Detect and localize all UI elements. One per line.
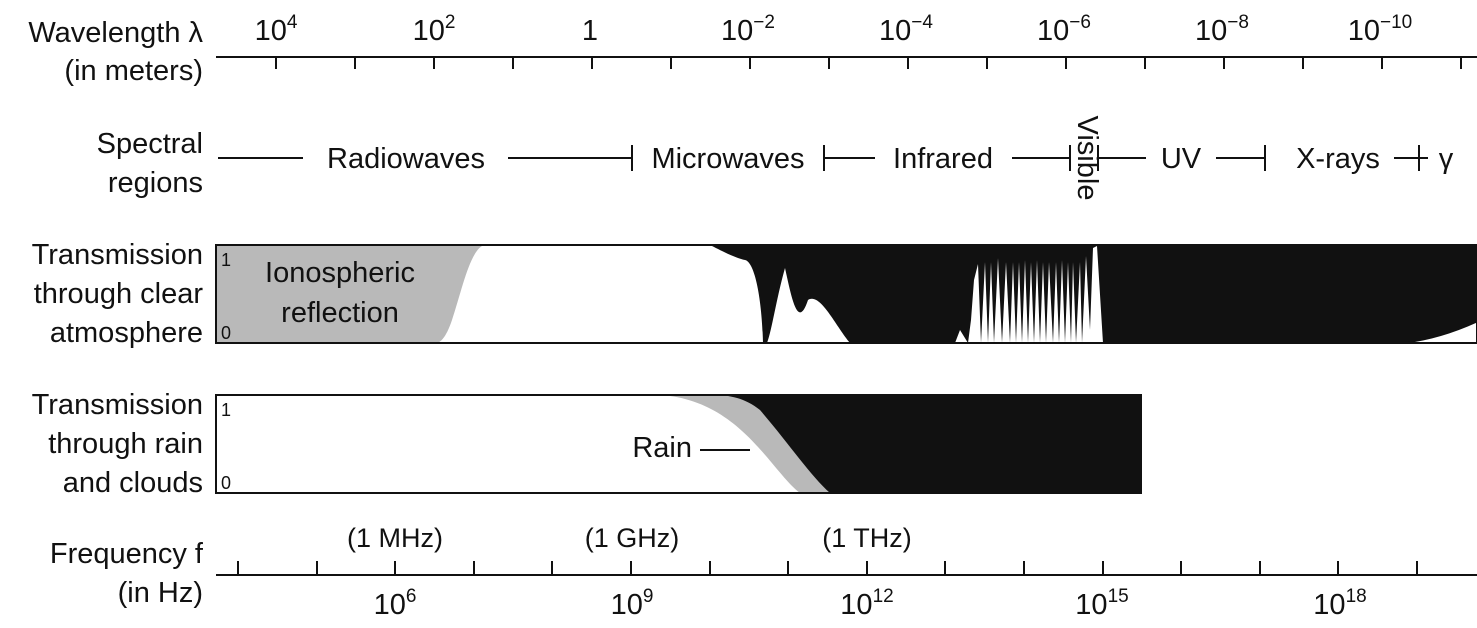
row-label-frequency-line1: Frequency f — [50, 538, 204, 570]
row-label-wavelength-line2: (in meters) — [64, 55, 203, 87]
frequency-axis: (1 MHz) (1 GHz) (1 THz) 106 109 1012 101… — [216, 523, 1477, 621]
wavelength-axis-ticks — [275, 57, 1462, 69]
region-label-microwaves: Microwaves — [651, 143, 804, 175]
rain-attenuation-region — [660, 395, 830, 493]
transmission-clear-frame — [215, 244, 1477, 344]
transmission-clear-panel: 1 0 Ionospheric reflection — [215, 244, 1477, 344]
frequency-note-1mhz: (1 MHz) — [347, 523, 443, 553]
wavelength-axis: 104 102 1 10−2 10−4 10−6 10−8 10−10 — [216, 12, 1477, 69]
wavelength-tick-label-1e4: 104 — [255, 12, 298, 47]
frequency-tick-label-1e9: 109 — [611, 586, 654, 621]
row-label-spectral: Spectral regions — [97, 128, 203, 199]
row-label-rain-line1: Transmission — [32, 389, 203, 421]
row-label-spectral-line1: Spectral — [97, 128, 203, 160]
transmission-rain-frame — [215, 394, 1142, 494]
row-label-clear-line3: atmosphere — [50, 317, 203, 349]
wavelength-tick-label-1e-10: 10−10 — [1348, 12, 1413, 47]
region-label-visible: Visible — [1071, 116, 1103, 201]
spectral-regions: Radiowaves Microwaves Infrared Visible U… — [218, 116, 1454, 201]
transmission-clear-scale-top: 1 — [221, 250, 231, 270]
row-label-frequency: Frequency f (in Hz) — [50, 538, 204, 609]
wavelength-tick-labels: 104 102 1 10−2 10−4 10−6 10−8 10−10 — [255, 12, 1413, 47]
spectral-region-lines — [218, 145, 1428, 171]
ionospheric-label-line1: Ionospheric — [265, 257, 415, 289]
frequency-tick-label-1e12: 1012 — [840, 586, 893, 621]
transmission-rain-scale-bottom: 0 — [221, 473, 231, 493]
region-label-gamma: γ — [1439, 143, 1454, 175]
wavelength-tick-label-1e-6: 10−6 — [1037, 12, 1091, 47]
row-label-rain-line3: and clouds — [63, 467, 203, 499]
transmission-clear-scale-bottom: 0 — [221, 323, 231, 343]
row-label-transmission-clear: Transmission through clear atmosphere — [32, 239, 204, 349]
frequency-tick-label-1e18: 1018 — [1313, 586, 1366, 621]
row-label-spectral-line2: regions — [108, 167, 203, 199]
frequency-note-1thz: (1 THz) — [822, 523, 912, 553]
wavelength-tick-label-1: 1 — [582, 15, 598, 47]
row-label-frequency-line2: (in Hz) — [118, 577, 203, 609]
region-label-xrays: X-rays — [1296, 143, 1380, 175]
region-label-radiowaves: Radiowaves — [327, 143, 485, 175]
atmospheric-absorption-region — [600, 245, 1477, 343]
ionospheric-label-line2: reflection — [281, 297, 399, 329]
wavelength-tick-label-1e-4: 10−4 — [879, 12, 933, 47]
region-label-uv: UV — [1161, 143, 1202, 175]
row-label-wavelength-line1: Wavelength λ — [28, 17, 203, 49]
wavelength-tick-label-1e-8: 10−8 — [1195, 12, 1249, 47]
frequency-tick-labels: 106 109 1012 1015 1018 — [374, 586, 1367, 621]
rain-label: Rain — [632, 432, 692, 464]
wavelength-tick-label-1e-2: 10−2 — [721, 12, 775, 47]
region-label-infrared: Infrared — [893, 143, 993, 175]
ionospheric-reflection-region — [216, 245, 484, 343]
row-label-clear-line1: Transmission — [32, 239, 203, 271]
row-label-wavelength: Wavelength λ (in meters) — [28, 17, 203, 87]
wavelength-tick-label-1e2: 102 — [413, 12, 456, 47]
frequency-axis-ticks — [237, 561, 1418, 575]
row-label-clear-line2: through clear — [34, 278, 204, 310]
row-label-transmission-rain: Transmission through rain and clouds — [32, 389, 203, 499]
row-label-rain-line2: through rain — [48, 428, 203, 460]
cloud-attenuation-region — [712, 395, 1141, 493]
frequency-note-1ghz: (1 GHz) — [585, 523, 680, 553]
frequency-tick-label-1e15: 1015 — [1075, 586, 1128, 621]
transmission-rain-scale-top: 1 — [221, 400, 231, 420]
frequency-tick-label-1e6: 106 — [374, 586, 417, 621]
transmission-rain-panel: 1 0 Rain — [215, 394, 1142, 494]
